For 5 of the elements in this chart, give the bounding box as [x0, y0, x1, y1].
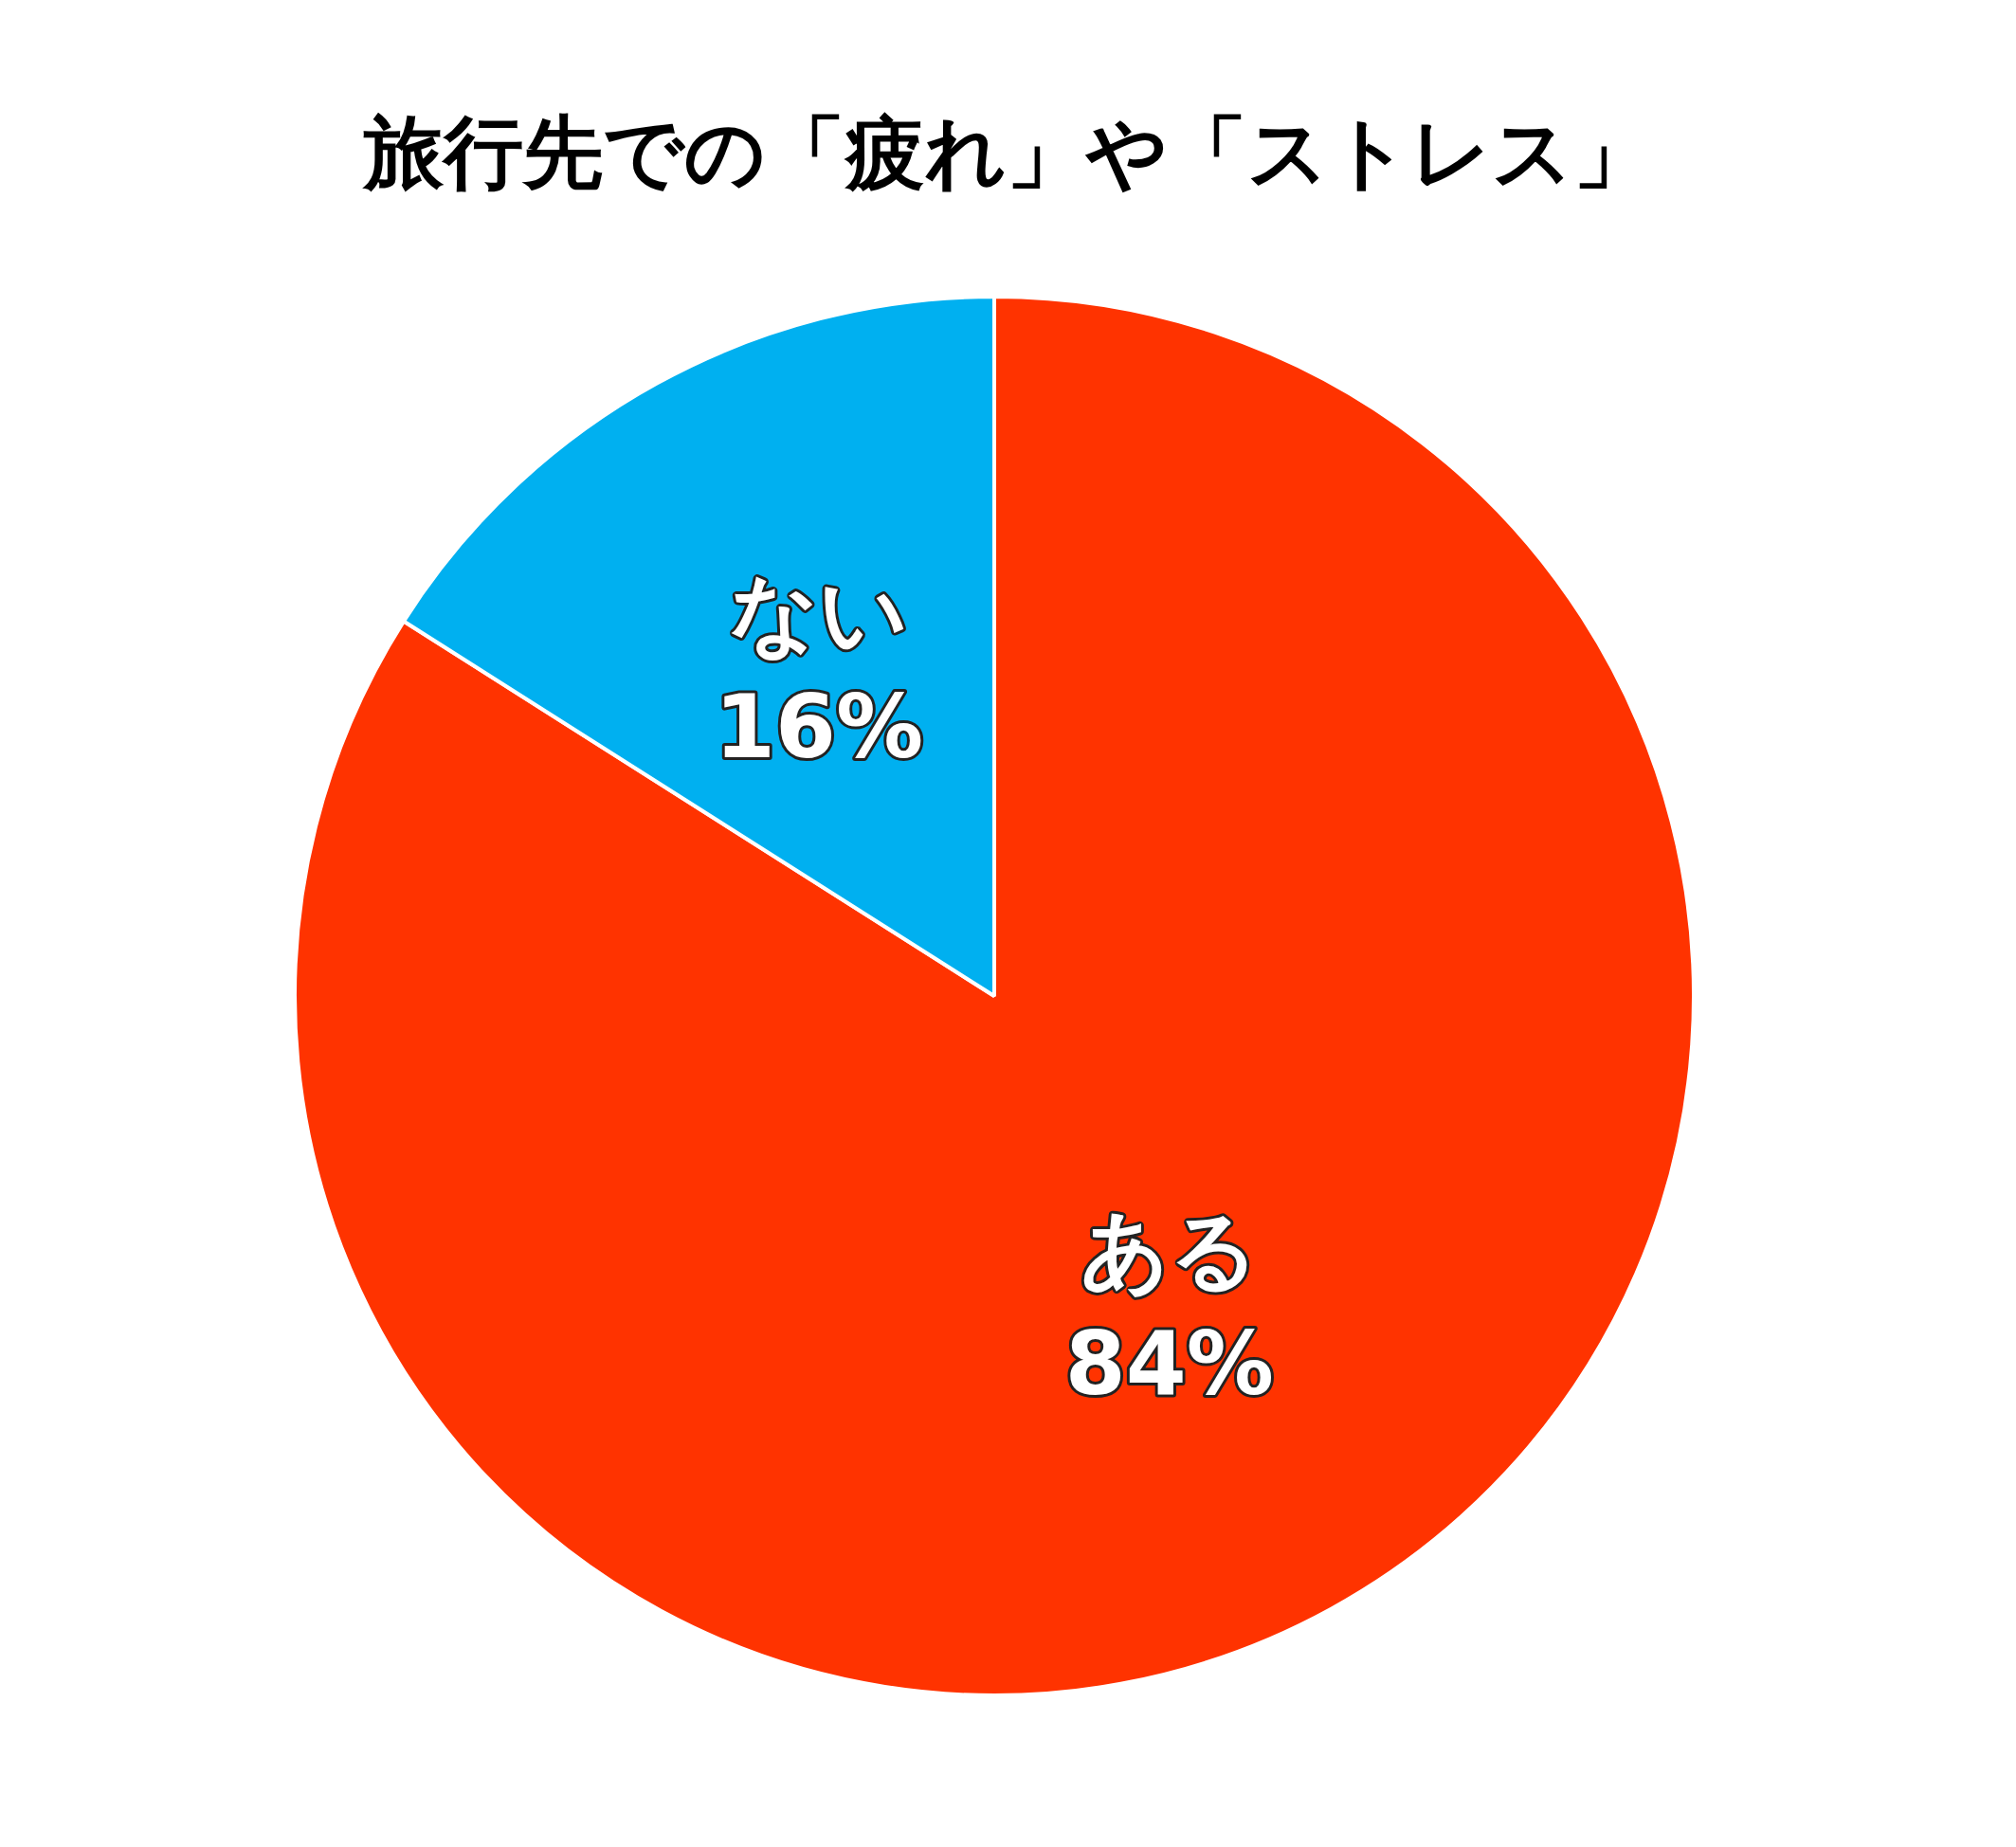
slice-label: ある — [1080, 1200, 1259, 1302]
chart-title: 旅行先での「疲れ」や「ストレス」 — [361, 105, 1654, 201]
slice-label: ない — [730, 562, 909, 664]
data-label: 16% — [715, 676, 924, 778]
data-label: 84% — [1064, 1313, 1274, 1416]
